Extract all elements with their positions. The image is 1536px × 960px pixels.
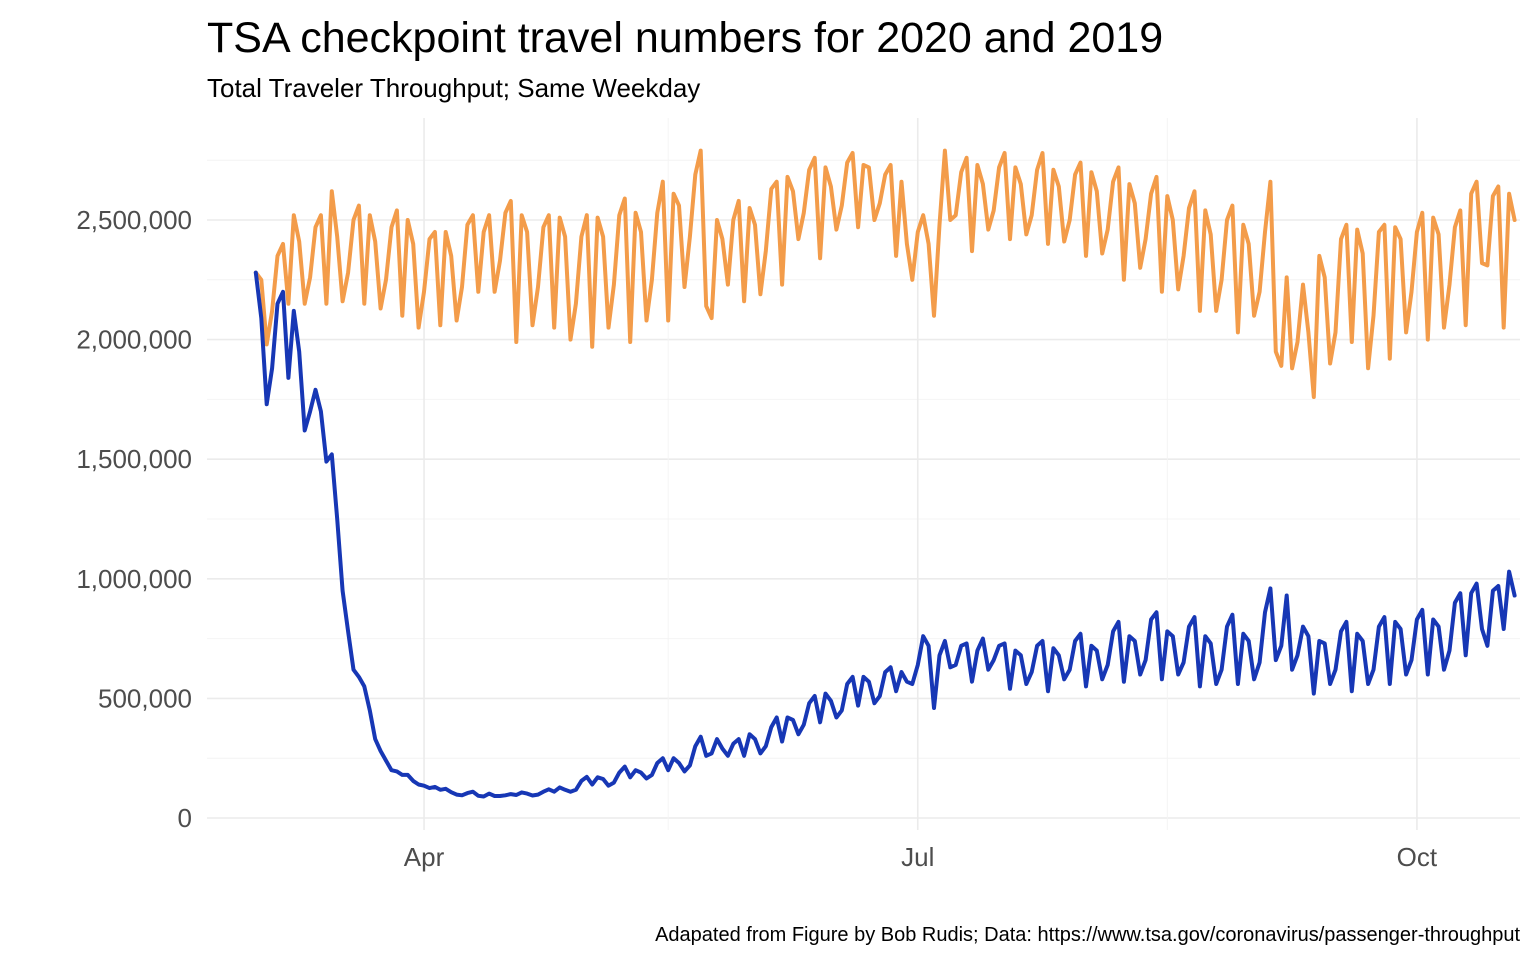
y-axis-tick-labels: 0 500,000 1,000,000 1,500,000 2,000,000 2,500… <box>76 205 192 833</box>
x-tick-label: Jul <box>901 842 934 872</box>
chart-caption: Adapated from Figure by Bob Rudis; Data:… <box>655 924 1520 946</box>
x-tick-label: Apr <box>404 842 445 872</box>
series-lines <box>253 148 1517 799</box>
series-line-1 <box>253 148 1517 399</box>
chart-subtitle: Total Traveler Throughput; Same Weekday <box>207 73 700 103</box>
grid <box>207 118 1520 830</box>
y-tick-label: 500,000 <box>98 683 192 713</box>
y-tick-label: 0 <box>178 803 192 833</box>
chart-title: TSA checkpoint travel numbers for 2020 a… <box>207 14 1163 62</box>
x-tick-label: Oct <box>1397 842 1438 872</box>
y-tick-label: 2,500,000 <box>76 205 192 235</box>
y-tick-label: 2,000,000 <box>76 325 192 355</box>
y-tick-label: 1,000,000 <box>76 564 192 594</box>
x-axis-tick-labels: Apr Jul Oct <box>404 842 1438 872</box>
series-line-2 <box>253 270 1517 799</box>
y-tick-label: 1,500,000 <box>76 444 192 474</box>
